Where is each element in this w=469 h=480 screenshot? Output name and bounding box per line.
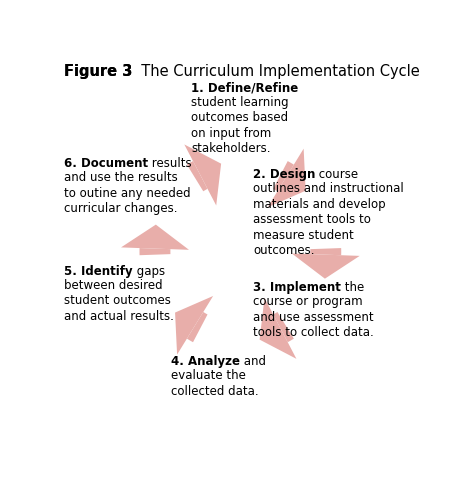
Polygon shape bbox=[175, 296, 213, 355]
Text: The Curriculum Implementation Cycle: The Curriculum Implementation Cycle bbox=[132, 64, 420, 79]
Polygon shape bbox=[268, 149, 306, 207]
Text: 1. Define/Refine: 1. Define/Refine bbox=[191, 82, 299, 95]
Polygon shape bbox=[187, 312, 207, 342]
Text: the: the bbox=[341, 281, 364, 294]
Text: and use the results
to outine any needed
curricular changes.: and use the results to outine any needed… bbox=[64, 171, 191, 216]
Text: Figure 3  The Curriculum Implementation Cycle: Figure 3 The Curriculum Implementation C… bbox=[64, 64, 410, 79]
Text: Figure 3: Figure 3 bbox=[64, 64, 132, 79]
Text: evaluate the
collected data.: evaluate the collected data. bbox=[171, 369, 259, 397]
Text: Figure 3: Figure 3 bbox=[64, 64, 132, 79]
Text: results: results bbox=[148, 157, 192, 170]
Text: 2. Design: 2. Design bbox=[253, 168, 316, 181]
Polygon shape bbox=[187, 161, 207, 192]
Polygon shape bbox=[310, 248, 341, 255]
Polygon shape bbox=[273, 161, 294, 192]
Text: 5. Identify: 5. Identify bbox=[64, 264, 133, 277]
Text: and: and bbox=[240, 355, 266, 368]
Text: 4. Analyze: 4. Analyze bbox=[171, 355, 240, 368]
Polygon shape bbox=[139, 248, 170, 255]
Polygon shape bbox=[292, 253, 360, 279]
Polygon shape bbox=[184, 144, 221, 205]
Polygon shape bbox=[260, 298, 296, 359]
Polygon shape bbox=[121, 225, 189, 250]
Text: 3. Implement: 3. Implement bbox=[253, 281, 341, 294]
Text: student learning
outcomes based
on input from
stakeholders.: student learning outcomes based on input… bbox=[191, 96, 289, 155]
Text: course: course bbox=[316, 168, 359, 181]
Polygon shape bbox=[273, 312, 294, 342]
Text: course or program
and use assessment
tools to collect data.: course or program and use assessment too… bbox=[253, 295, 374, 339]
Text: between desired
student outcomes
and actual results.: between desired student outcomes and act… bbox=[64, 278, 174, 323]
Text: 6. Document: 6. Document bbox=[64, 157, 148, 170]
Text: gaps: gaps bbox=[133, 264, 165, 277]
Text: outlines and instructional
materials and develop
assessment tools to
measure stu: outlines and instructional materials and… bbox=[253, 182, 404, 257]
